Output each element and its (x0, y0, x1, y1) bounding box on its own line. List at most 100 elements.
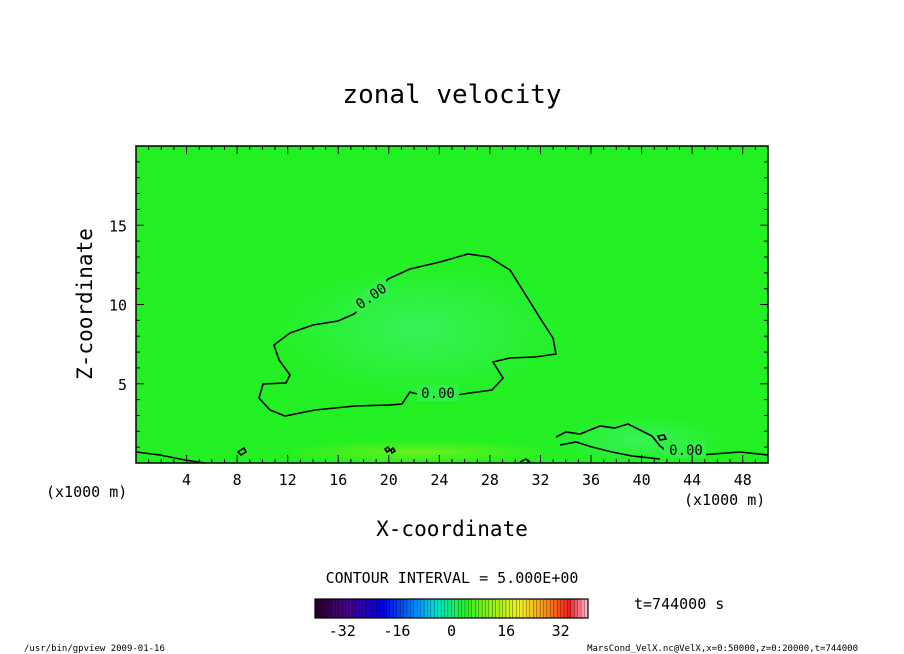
colorbar-cell (400, 599, 404, 618)
y-tick-label: 15 (109, 217, 127, 235)
colorbar-cell (581, 599, 585, 618)
contour-zero-blob-a (236, 446, 248, 457)
footer-right: MarsCond_VelX.nc@VelX,x=0:50000,z=0:2000… (587, 644, 858, 654)
colorbar-cell (386, 599, 391, 618)
colorbar-cell (410, 599, 415, 618)
colorbar-cell (366, 599, 370, 618)
colorbar-cell (315, 599, 319, 618)
colorbar-cell (574, 599, 578, 618)
colorbar-cell (519, 599, 524, 618)
colorbar-cell (482, 599, 486, 618)
colorbar-cell (584, 599, 589, 618)
colorbar-cell (325, 599, 329, 618)
field-shade-bottom (280, 440, 560, 464)
colorbar-cell (465, 599, 469, 618)
colorbar-cell (437, 599, 442, 618)
colorbar-cell (403, 599, 408, 618)
colorbar-tick-label: 16 (497, 622, 515, 640)
field-shade-center (270, 260, 570, 400)
colorbar-cell (318, 599, 323, 618)
colorbar-cell (424, 599, 428, 618)
colorbar-cell (335, 599, 340, 618)
colorbar-cell (396, 599, 401, 618)
contour-zero-blob-e (519, 458, 531, 463)
colorbar-cell (383, 599, 387, 618)
axis-ticks (135, 145, 769, 464)
x-tick-label: 16 (329, 471, 347, 489)
x-axis-label: X-coordinate (376, 517, 528, 541)
x-tick-label: 48 (734, 471, 752, 489)
x-tick-labels: 4 8 12 16 20 24 28 32 36 40 44 48 (182, 471, 752, 489)
colorbar-tick-label: 32 (552, 622, 570, 640)
y-tick-label: 5 (118, 376, 127, 394)
colorbar-cell (506, 599, 510, 618)
colorbar-cell (502, 599, 507, 618)
colorbar (315, 599, 589, 618)
colorbar-cell (468, 599, 473, 618)
colorbar-cell (362, 599, 367, 618)
contour-label-1: 0.00 (421, 386, 455, 402)
x-tick-label: 36 (582, 471, 600, 489)
contour-zero-right-lower (559, 441, 661, 460)
contour-zero-blob-d (656, 434, 668, 441)
colorbar-cell (526, 599, 531, 618)
colorbar-cell (570, 599, 575, 618)
colorbar-cell (420, 599, 425, 618)
colorbar-cell (560, 599, 565, 618)
colorbar-cell (349, 599, 353, 618)
colorbar-cell (547, 599, 551, 618)
colorbar-cell (352, 599, 357, 618)
colorbar-cell (553, 599, 558, 618)
colorbar-cell (512, 599, 517, 618)
x-tick-label: 20 (380, 471, 398, 489)
colorbar-cell (499, 599, 503, 618)
colorbar-cell (369, 599, 374, 618)
x-tick-label: 12 (279, 471, 297, 489)
contour-label-2: 0.00 (669, 443, 703, 459)
colorbar-cell (373, 599, 377, 618)
x-tick-label: 28 (481, 471, 499, 489)
contour-label-bg-1 (417, 385, 459, 401)
colorbar-cell (550, 599, 555, 618)
colorbar-cell (441, 599, 445, 618)
time-text: t=744000 s (634, 595, 724, 613)
colorbar-cell (342, 599, 346, 618)
x-tick-label: 44 (683, 471, 701, 489)
colorbar-cell (376, 599, 381, 618)
contour-zero-main (258, 253, 557, 417)
colorbar-tick-label: -32 (329, 622, 356, 640)
colorbar-cell (495, 599, 500, 618)
colorbar-frame (314, 598, 589, 619)
contour-label-bg-3 (349, 277, 393, 315)
x-tick-label: 32 (531, 471, 549, 489)
colorbar-cell (328, 599, 333, 618)
colorbar-cell (529, 599, 534, 618)
colorbar-cell (427, 599, 432, 618)
colorbar-cell (448, 599, 452, 618)
y-axis-label: Z-coordinate (73, 228, 97, 380)
footer-left: /usr/bin/gpview 2009-01-16 (24, 644, 165, 654)
colorbar-tick-label: 0 (447, 622, 456, 640)
colorbar-tick-labels: -32 -16 0 16 32 (329, 622, 570, 640)
colorbar-cell (536, 599, 541, 618)
colorbar-cell (485, 599, 490, 618)
y-tick-labels: 5 10 15 (109, 217, 127, 394)
colorbar-cell (444, 599, 449, 618)
x-tick-label: 24 (430, 471, 448, 489)
colorbar-cell (509, 599, 514, 618)
colorbar-cell (461, 599, 466, 618)
x-axis-unit: (x1000 m) (684, 491, 765, 509)
x-tick-label: 40 (633, 471, 651, 489)
colorbar-cell (417, 599, 421, 618)
colorbar-cell (567, 599, 572, 618)
contour-zero-left (135, 451, 206, 464)
colorbar-cell (557, 599, 561, 618)
colorbar-cell (345, 599, 350, 618)
y-axis-unit: (x1000 m) (46, 483, 127, 501)
colorbar-cell (390, 599, 394, 618)
colorbar-cell (451, 599, 456, 618)
x-tick-label: 4 (182, 471, 191, 489)
colorbar-cell (564, 599, 568, 618)
contour-zero-blob-c (390, 446, 397, 455)
colorbar-cell (516, 599, 520, 618)
